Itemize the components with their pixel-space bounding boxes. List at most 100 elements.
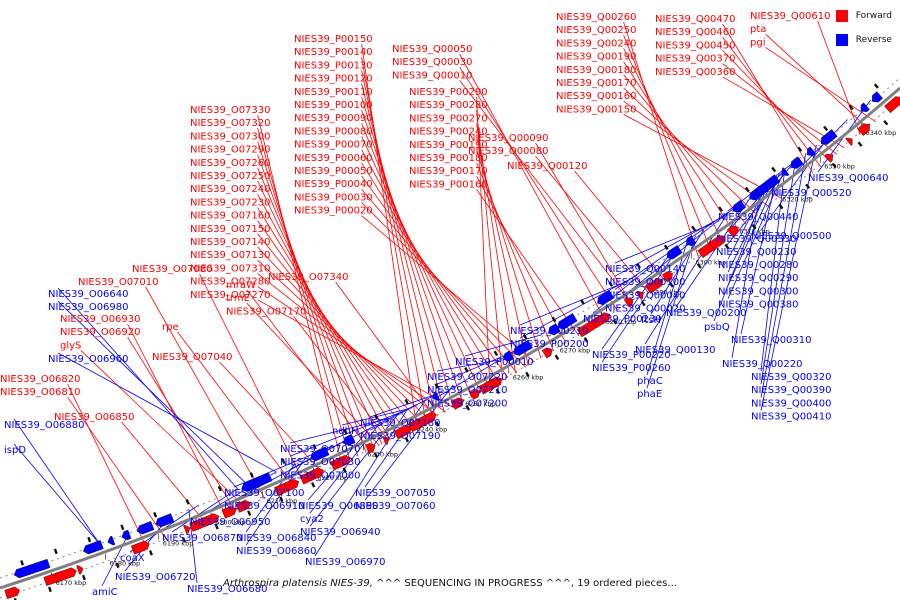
gene-label[interactable]: NIES39_P00090 — [294, 113, 373, 124]
gene-label[interactable]: NIES39_Q00310 — [731, 335, 812, 346]
forward-gene-arrow[interactable] — [76, 564, 84, 575]
gene-label[interactable]: ndhH — [332, 426, 359, 437]
gene-label[interactable]: NIES39_O07290 — [190, 145, 271, 156]
gene-label[interactable]: NIES39_Q00030 — [392, 57, 473, 68]
reverse-gene-arrow[interactable] — [546, 323, 561, 338]
gene-label[interactable]: NIES39_O07310 — [190, 263, 271, 274]
gene-label[interactable]: NIES39_Q00100 — [605, 277, 686, 288]
gene-label[interactable]: NIES39_O07230 — [190, 197, 271, 208]
gene-label[interactable]: NIES39_O07100 — [224, 488, 305, 499]
gene-label[interactable]: NIES39_O06840 — [236, 533, 317, 544]
gene-label[interactable]: NIES39_Q00320 — [751, 372, 832, 383]
gene-label[interactable]: mraW — [226, 280, 256, 291]
gene-label[interactable]: NIES39_O06680 — [187, 584, 268, 595]
gene-label[interactable]: NIES39_Q00460 — [655, 27, 736, 38]
forward-gene-arrow[interactable] — [200, 512, 221, 528]
forward-gene-arrow[interactable] — [417, 411, 438, 428]
reverse-gene-arrow[interactable] — [595, 290, 615, 307]
gene-label[interactable]: psbQ — [704, 322, 730, 333]
gene-label[interactable]: NIES39_O07250 — [190, 171, 271, 182]
gene-label[interactable]: NIES39_O07180 — [360, 418, 441, 429]
gene-label[interactable]: NIES39_O07200 — [427, 398, 508, 409]
gene-label[interactable]: NIES39_O07140 — [190, 237, 271, 248]
gene-label[interactable]: NIES39_P00120 — [294, 74, 373, 85]
gene-label[interactable]: NIES39_Q00040 — [605, 290, 686, 301]
forward-gene-arrow[interactable] — [4, 586, 22, 599]
gene-label[interactable]: NIES39_P00040 — [294, 179, 373, 190]
gene-label[interactable]: NIES39_Q00080 — [468, 146, 549, 157]
gene-label[interactable]: NIES39_O07070 — [280, 444, 361, 455]
gene-label[interactable]: NIES39_P00080 — [294, 126, 373, 137]
gene-label[interactable]: pgi — [750, 37, 765, 48]
gene-label[interactable]: NIES39_Q00190 — [556, 52, 637, 63]
gene-label[interactable]: NIES39_O06850 — [54, 412, 135, 423]
gene-label[interactable]: NIES39_Q00020 — [605, 304, 686, 315]
gene-label[interactable]: NIES39_O06820 — [0, 374, 81, 385]
gene-label[interactable]: NIES39_Q00260 — [556, 12, 637, 23]
gene-label[interactable]: NIES39_O07160 — [190, 211, 271, 222]
forward-gene-arrow[interactable] — [183, 524, 192, 535]
gene-label[interactable]: phaE — [637, 389, 662, 400]
reverse-gene-arrow[interactable] — [135, 521, 155, 535]
forward-gene-arrow[interactable] — [382, 435, 390, 446]
gene-label[interactable]: NIES39_Q00300 — [718, 286, 799, 297]
reverse-gene-arrow[interactable] — [804, 146, 816, 159]
gene-label[interactable]: NIES39_P00060 — [294, 153, 373, 164]
reverse-gene-arrow[interactable] — [501, 350, 515, 363]
gene-label[interactable]: NIES39_Q00610 — [750, 11, 831, 22]
gene-label[interactable]: NIES39_O07240 — [190, 184, 271, 195]
gene-label[interactable]: NIES39_P00170 — [409, 166, 488, 177]
reverse-gene-arrow[interactable] — [154, 513, 175, 528]
gene-label[interactable]: NIES39_O06980 — [48, 302, 129, 313]
gene-label[interactable]: NIES39_O07010 — [78, 277, 159, 288]
forward-gene-arrow[interactable] — [645, 276, 665, 294]
reverse-gene-arrow[interactable] — [858, 102, 870, 115]
gene-label[interactable]: ispD — [4, 445, 26, 456]
gene-label[interactable]: NIES39_O07050 — [355, 488, 436, 499]
gene-label[interactable]: ftsH — [641, 315, 661, 326]
gene-label[interactable]: NIES39_Q00010 — [392, 70, 473, 81]
gene-label[interactable]: NIES39_Q00400 — [751, 398, 832, 409]
gene-label[interactable]: NIES39_O06930 — [60, 314, 141, 325]
forward-gene-arrow[interactable] — [489, 375, 504, 389]
gene-label[interactable]: amiC — [92, 587, 118, 598]
gene-label[interactable]: NIES39_P00020 — [294, 206, 373, 217]
gene-label[interactable]: NIES39_P00140 — [294, 47, 373, 58]
gene-label[interactable]: NIES39_O07060 — [355, 501, 436, 512]
gene-label[interactable]: NIES39_O06970 — [305, 557, 386, 568]
gene-label[interactable]: NIES39_Q00120 — [507, 161, 588, 172]
forward-gene-arrow[interactable] — [330, 454, 352, 471]
gene-label[interactable]: NIES39_Q00500 — [751, 231, 832, 242]
reverse-gene-arrow[interactable] — [341, 434, 356, 447]
forward-gene-arrow[interactable] — [708, 233, 727, 251]
reverse-gene-arrow[interactable] — [29, 558, 51, 574]
forward-gene-arrow[interactable] — [393, 423, 413, 440]
reverse-gene-arrow[interactable] — [763, 174, 781, 191]
gene-label[interactable]: NIES39_O06810 — [0, 387, 81, 398]
reverse-gene-arrow[interactable] — [730, 199, 747, 215]
gene-label[interactable]: NIES39_P00010 — [455, 357, 534, 368]
gene-label[interactable]: NIES39_Q00280 — [718, 260, 799, 271]
reverse-gene-arrow[interactable] — [253, 472, 273, 488]
gene-label[interactable]: NIES39_O06960 — [48, 354, 129, 365]
reverse-gene-arrow[interactable] — [664, 245, 683, 261]
gene-label[interactable]: NIES39_Q00240 — [556, 38, 637, 49]
gene-label[interactable]: NIES39_P00200 — [510, 339, 589, 350]
gene-label[interactable]: NIES39_P00270 — [409, 113, 488, 124]
gene-label[interactable]: NIES39_O07330 — [190, 105, 271, 116]
gene-label[interactable]: NIES39_O06950 — [190, 517, 271, 528]
forward-gene-arrow[interactable] — [635, 289, 646, 300]
reverse-gene-arrow[interactable] — [120, 529, 132, 541]
forward-gene-arrow[interactable] — [235, 499, 253, 513]
gene-label[interactable]: NIES39_P00130 — [294, 60, 373, 71]
reverse-gene-arrow[interactable] — [788, 156, 804, 171]
gene-label[interactable]: NIES39_Q00410 — [751, 412, 832, 423]
gene-label[interactable]: NIES39_P00190 — [409, 140, 488, 151]
gene-label[interactable]: NIES39_Q00180 — [556, 65, 637, 76]
gene-label[interactable]: NIES39_P00160 — [409, 179, 488, 190]
gene-label[interactable]: NIES39_O06940 — [300, 527, 381, 538]
gene-label[interactable]: cya2 — [300, 514, 324, 525]
gene-label[interactable]: NIES39_P00180 — [409, 153, 488, 164]
forward-gene-arrow[interactable] — [591, 310, 612, 329]
gene-label[interactable]: NIES39_Q00250 — [556, 25, 637, 36]
